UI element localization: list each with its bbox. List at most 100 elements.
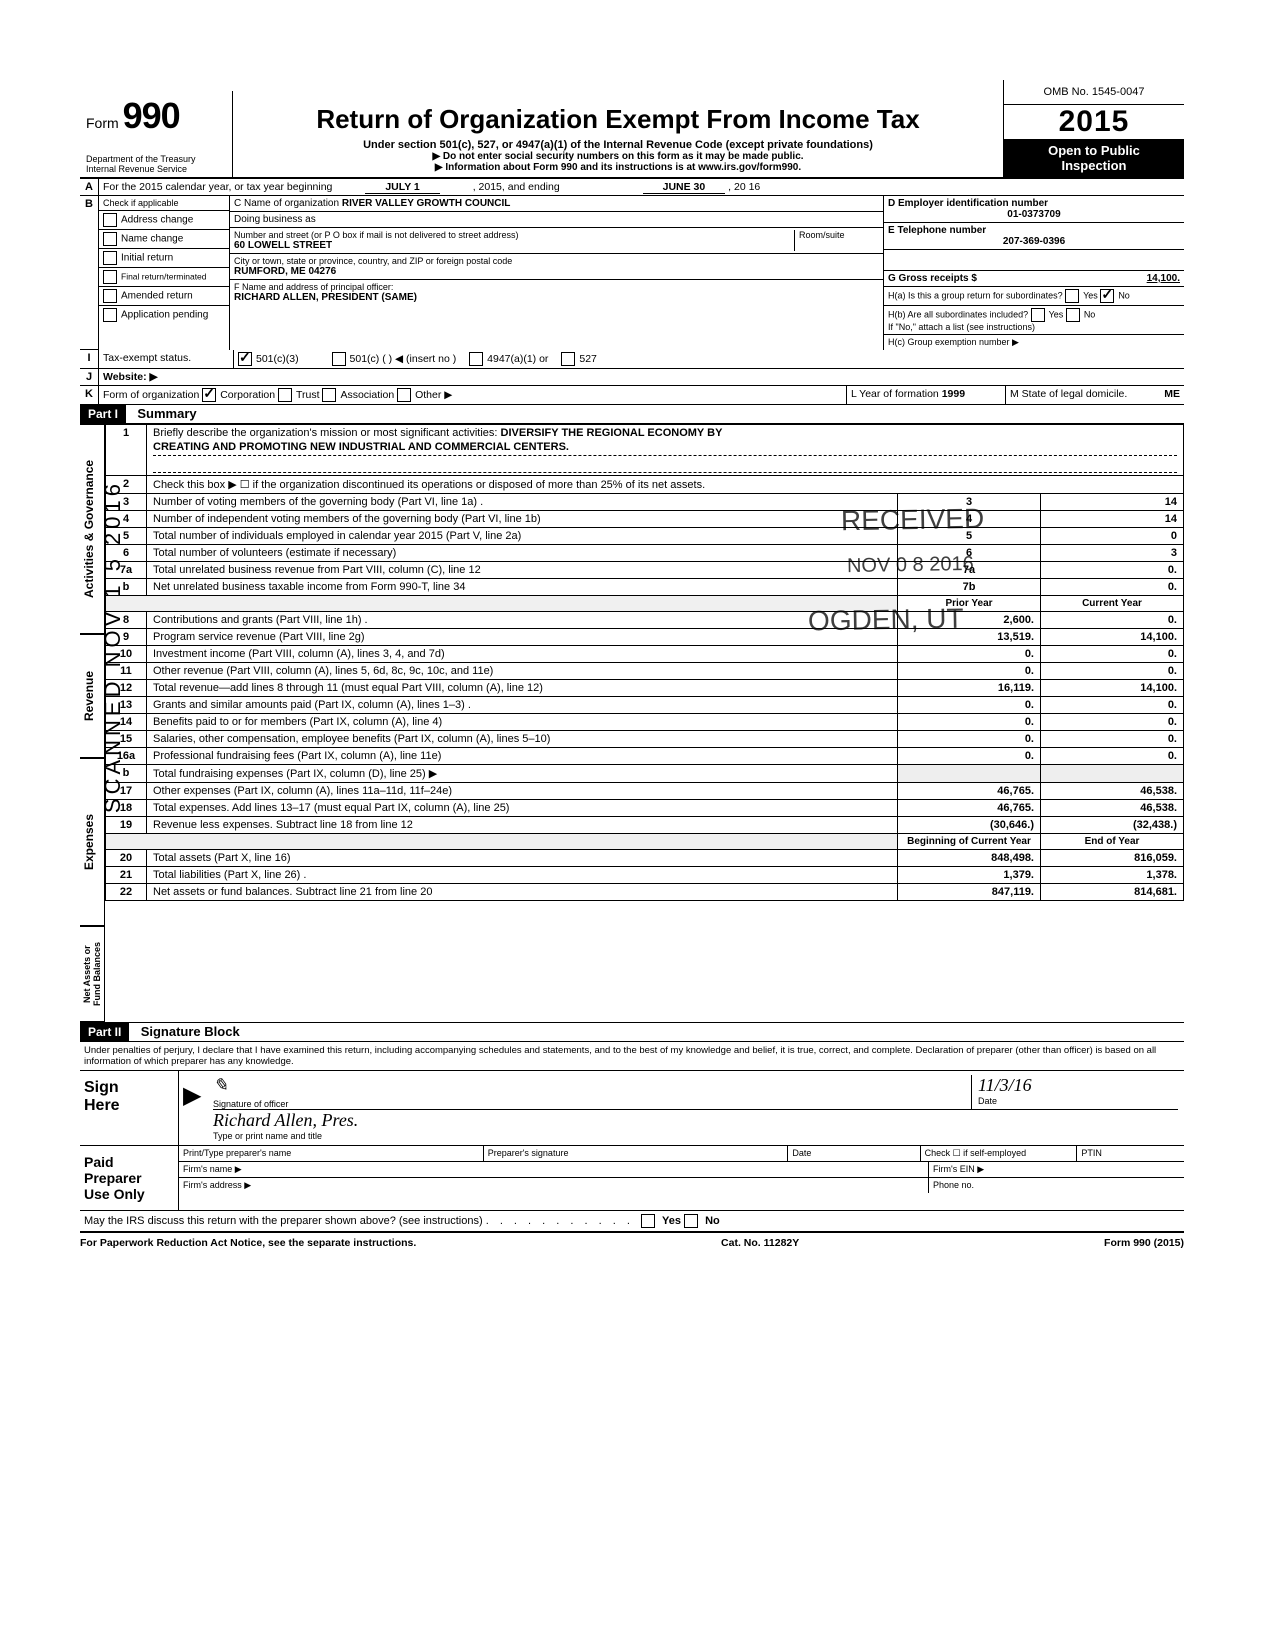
current-val[interactable]: 0. [1041, 714, 1184, 731]
check-other[interactable] [397, 388, 411, 402]
street-value[interactable]: 60 LOWELL STREET [234, 240, 794, 251]
mission-answer-2[interactable]: CREATING AND PROMOTING NEW INDUSTRIAL AN… [153, 439, 1177, 456]
current-val[interactable]: 46,538. [1041, 800, 1184, 817]
ptin-label[interactable]: PTIN [1077, 1146, 1184, 1161]
officer-signature[interactable]: ✎ [213, 1075, 971, 1099]
discuss-yes[interactable] [641, 1214, 655, 1228]
prior-val[interactable]: 2,600. [898, 612, 1041, 629]
check-application-pending[interactable]: Application pending [99, 306, 229, 324]
preparer-name-label[interactable]: Print/Type preparer's name [179, 1146, 484, 1161]
mission-answer-1[interactable]: DIVERSIFY THE REGIONAL ECONOMY BY [501, 427, 723, 439]
footer-right: Form 990 (2015) [1104, 1237, 1184, 1249]
check-association[interactable] [322, 388, 336, 402]
firm-ein-label[interactable]: Firm's EIN ▶ [929, 1162, 1184, 1177]
check-initial-return[interactable]: Initial return [99, 249, 229, 268]
phone-value[interactable]: 207-369-0396 [888, 236, 1180, 247]
hb-yes[interactable] [1031, 308, 1045, 322]
begin-val[interactable]: 1,379. [898, 867, 1041, 884]
prior-val[interactable]: 0. [898, 697, 1041, 714]
opt-501c: 501(c) ( [350, 353, 386, 365]
org-name[interactable]: RIVER VALLEY GROWTH COUNCIL [342, 198, 511, 209]
prior-val[interactable]: 0. [898, 714, 1041, 731]
no-label: No [1084, 309, 1096, 319]
room-label: Room/suite [794, 230, 879, 251]
header-right: OMB No. 1545-0047 2015 Open to Public In… [1003, 80, 1184, 177]
omb-number: OMB No. 1545-0047 [1004, 80, 1184, 105]
officer-name-typed[interactable]: Richard Allen, Pres. [213, 1110, 1178, 1131]
prior-val[interactable]: 0. [898, 748, 1041, 765]
prior-val[interactable]: 46,765. [898, 800, 1041, 817]
line-key: 7a [898, 562, 1041, 579]
prior-val[interactable]: (30,646.) [898, 817, 1041, 834]
line-val[interactable]: 0. [1041, 562, 1184, 579]
current-val[interactable]: 0. [1041, 646, 1184, 663]
prior-val[interactable]: 0. [898, 663, 1041, 680]
check-amended-return[interactable]: Amended return [99, 287, 229, 306]
year-formation[interactable]: 1999 [942, 388, 965, 400]
preparer-date-label[interactable]: Date [788, 1146, 920, 1161]
box-hb-label: H(b) Are all subordinates included? [888, 309, 1028, 319]
ein-value[interactable]: 01-0373709 [888, 209, 1180, 220]
check-final-return[interactable]: Final return/terminated [99, 268, 229, 287]
website-label[interactable]: Website: ▶ [99, 369, 1184, 385]
current-val[interactable]: 0. [1041, 697, 1184, 714]
end-year-header: End of Year [1041, 834, 1184, 850]
ha-no[interactable] [1100, 289, 1114, 303]
end-val[interactable]: 1,378. [1041, 867, 1184, 884]
check-trust[interactable] [278, 388, 292, 402]
firm-address-label[interactable]: Firm's address ▶ [179, 1178, 929, 1193]
current-val[interactable]: 46,538. [1041, 783, 1184, 800]
gross-receipts[interactable]: 14,100. [1147, 273, 1180, 284]
hb-no[interactable] [1066, 308, 1080, 322]
line-val[interactable]: 14 [1041, 494, 1184, 511]
current-val[interactable]: 0. [1041, 731, 1184, 748]
prior-val[interactable]: 46,765. [898, 783, 1041, 800]
line-desc: Number of voting members of the governin… [147, 494, 898, 511]
prior-val[interactable]: 16,119. [898, 680, 1041, 697]
line-desc: Total number of individuals employed in … [147, 528, 898, 545]
line-val[interactable]: 0. [1041, 579, 1184, 596]
current-val[interactable]: 14,100. [1041, 629, 1184, 646]
tax-year-begin[interactable]: JULY 1 [365, 181, 439, 194]
prior-val[interactable]: 13,519. [898, 629, 1041, 646]
current-val[interactable]: (32,438.) [1041, 817, 1184, 834]
discuss-no[interactable] [684, 1214, 698, 1228]
end-val[interactable]: 816,059. [1041, 850, 1184, 867]
name-label: Type or print name and title [213, 1131, 1178, 1141]
line-val[interactable]: 0 [1041, 528, 1184, 545]
check-4947[interactable] [469, 352, 483, 366]
prior-val[interactable]: 0. [898, 731, 1041, 748]
line-desc: Professional fundraising fees (Part IX, … [147, 748, 898, 765]
check-501c3[interactable] [238, 352, 252, 366]
signature-date[interactable]: 11/3/16 [978, 1075, 1178, 1096]
end-val[interactable]: 814,681. [1041, 884, 1184, 901]
line-val[interactable]: 14 [1041, 511, 1184, 528]
firm-phone-label[interactable]: Phone no. [929, 1178, 1184, 1193]
check-501c[interactable] [332, 352, 346, 366]
current-val[interactable]: 0. [1041, 748, 1184, 765]
opt-527: 527 [579, 353, 597, 365]
check-corporation[interactable] [202, 388, 216, 402]
begin-val[interactable]: 848,498. [898, 850, 1041, 867]
mission-question: Briefly describe the organization's miss… [153, 427, 497, 439]
begin-val[interactable]: 847,119. [898, 884, 1041, 901]
check-address-change[interactable]: Address change [99, 211, 229, 230]
state-domicile[interactable]: ME [1164, 388, 1180, 400]
tax-year-end[interactable]: JUNE 30 [643, 181, 726, 194]
current-val[interactable]: 14,100. [1041, 680, 1184, 697]
prior-val[interactable]: 0. [898, 646, 1041, 663]
ha-yes[interactable] [1065, 289, 1079, 303]
self-employed-label[interactable]: Check ☐ if self-employed [921, 1146, 1078, 1161]
footer-mid: Cat. No. 11282Y [721, 1237, 799, 1249]
box-b-checks: Check if applicable Address change Name … [99, 196, 230, 350]
city-value[interactable]: RUMFORD, ME 04276 [234, 266, 879, 277]
year-prefix: 20 [1059, 105, 1094, 138]
line-val[interactable]: 3 [1041, 545, 1184, 562]
preparer-sig-label[interactable]: Preparer's signature [484, 1146, 789, 1161]
current-val[interactable]: 0. [1041, 663, 1184, 680]
firm-name-label[interactable]: Firm's name ▶ [179, 1162, 929, 1177]
check-name-change[interactable]: Name change [99, 230, 229, 249]
current-val[interactable]: 0. [1041, 612, 1184, 629]
officer-value[interactable]: RICHARD ALLEN, PRESIDENT (SAME) [234, 292, 879, 303]
check-527[interactable] [561, 352, 575, 366]
